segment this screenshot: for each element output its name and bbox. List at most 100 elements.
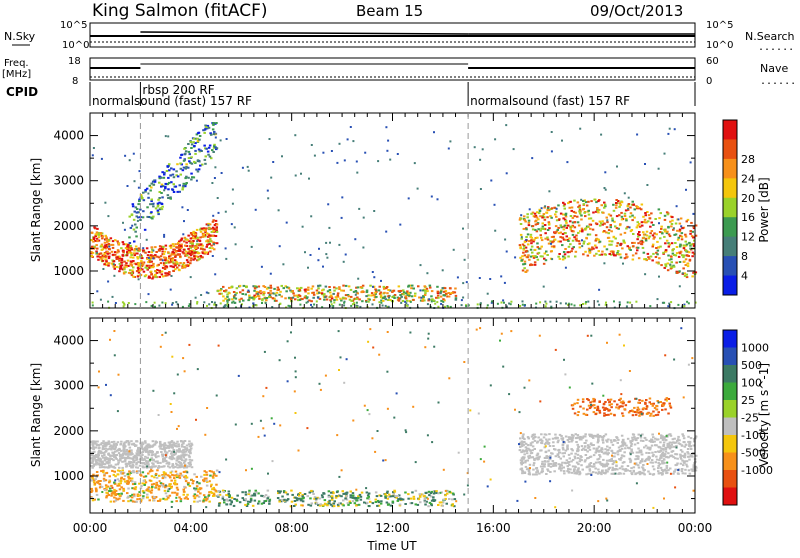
data-cell: [652, 441, 655, 443]
data-cell: [199, 165, 202, 167]
data-cell: [618, 214, 621, 216]
data-cell: [231, 286, 234, 288]
data-cell: [604, 171, 606, 173]
data-cell: [90, 251, 93, 253]
data-cell: [316, 290, 319, 292]
data-cell: [352, 492, 355, 494]
data-cell: [101, 158, 103, 160]
data-cell: [244, 491, 247, 493]
data-cell: [117, 462, 120, 464]
data-cell: [619, 473, 622, 475]
data-cell: [109, 465, 112, 467]
data-cell: [108, 481, 111, 483]
data-cell: [185, 242, 188, 244]
data-cell: [192, 141, 195, 143]
data-cell: [546, 237, 549, 239]
data-cell: [670, 225, 673, 227]
data-cell: [581, 239, 583, 241]
data-cell: [109, 460, 112, 462]
data-cell: [462, 228, 464, 230]
data-cell: [689, 473, 692, 475]
data-cell: [657, 470, 660, 472]
data-cell: [134, 303, 136, 305]
data-cell: [308, 178, 310, 180]
data-cell: [567, 468, 570, 470]
data-cell: [205, 148, 208, 150]
data-cell: [630, 467, 633, 469]
noise-tick-bottom-left: 10^0: [62, 40, 89, 51]
data-cell: [603, 223, 606, 225]
data-cell: [350, 300, 353, 302]
data-cell: [584, 446, 587, 448]
data-cell: [151, 475, 154, 477]
data-cell: [200, 243, 203, 245]
data-cell: [209, 156, 212, 158]
data-cell: [143, 199, 146, 201]
data-cell: [547, 239, 550, 241]
data-cell: [685, 258, 688, 260]
data-cell: [99, 466, 102, 468]
data-cell: [624, 215, 627, 217]
data-cell: [330, 301, 332, 303]
data-cell: [551, 453, 554, 455]
data-cell: [547, 229, 550, 231]
data-cell: [646, 235, 649, 237]
data-cell: [193, 161, 196, 163]
data-cell: [170, 289, 172, 291]
data-cell: [182, 449, 185, 451]
data-cell: [653, 473, 656, 475]
data-cell: [621, 218, 624, 220]
data-cell: [207, 224, 209, 226]
data-cell: [103, 475, 106, 477]
data-cell: [122, 222, 124, 224]
data-cell: [344, 159, 346, 161]
data-cell: [573, 468, 576, 470]
data-cell: [254, 287, 257, 289]
data-cell: [179, 157, 182, 159]
data-cell: [332, 305, 334, 307]
data-cell: [671, 444, 674, 446]
data-cell: [644, 163, 646, 165]
data-cell: [651, 222, 654, 224]
data-cell: [217, 290, 220, 292]
data-cell: [177, 467, 180, 469]
data-cell: [132, 500, 135, 502]
data-cell: [440, 303, 442, 305]
data-cell: [131, 225, 133, 227]
data-cell: [385, 305, 387, 307]
data-cell: [520, 468, 523, 470]
data-cell: [681, 433, 684, 435]
data-cell: [358, 208, 360, 210]
data-cell: [419, 501, 422, 503]
data-cell: [597, 437, 600, 439]
data-cell: [656, 459, 659, 461]
data-cell: [288, 297, 291, 299]
data-cell: [654, 218, 657, 220]
data-cell: [116, 252, 119, 254]
data-cell: [684, 446, 687, 448]
data-cell: [564, 208, 567, 210]
data-cell: [601, 204, 604, 206]
data-cell: [667, 226, 670, 228]
data-cell: [360, 496, 363, 498]
data-cell: [216, 470, 219, 472]
data-cell: [387, 299, 390, 301]
data-cell: [619, 449, 622, 451]
data-cell: [675, 254, 678, 256]
data-cell: [312, 292, 315, 294]
data-cell: [137, 467, 140, 469]
data-cell: [128, 463, 131, 465]
data-cell: [587, 473, 590, 475]
data-cell: [552, 441, 555, 443]
data-cell: [596, 448, 599, 450]
data-cell: [101, 237, 104, 239]
data-cell: [631, 473, 634, 475]
data-cell: [209, 238, 212, 240]
data-cell: [179, 184, 182, 186]
data-cell: [93, 237, 96, 239]
data-cell: [532, 225, 535, 227]
data-cell: [597, 469, 600, 471]
data-cell: [176, 494, 179, 496]
data-cell: [165, 447, 168, 449]
data-cell: [95, 490, 98, 492]
